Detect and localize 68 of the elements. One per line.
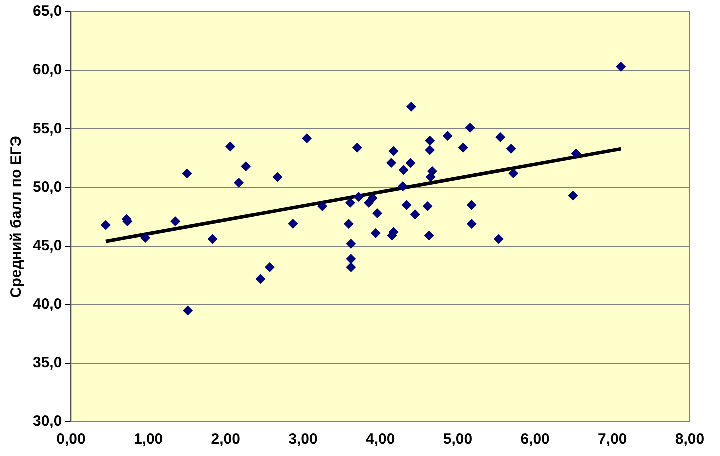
y-tick-label: 45,0 <box>32 237 62 254</box>
y-tick-label: 50,0 <box>32 178 62 196</box>
point <box>426 172 436 182</box>
y-axis-title: Средний балл по ЕГЭ <box>8 136 26 298</box>
x-tick-label: 0,00 <box>56 431 86 448</box>
point <box>226 142 236 152</box>
point <box>406 102 417 112</box>
point <box>616 62 626 72</box>
point <box>494 234 504 244</box>
y-tick-label: 35,0 <box>32 354 62 372</box>
point <box>182 306 193 316</box>
point <box>458 142 468 153</box>
point <box>346 238 356 249</box>
x-tick-label: 2,00 <box>211 431 240 448</box>
point <box>272 172 283 182</box>
point <box>388 146 399 156</box>
y-tick-label: 55,0 <box>32 120 62 138</box>
point <box>398 165 409 176</box>
point <box>234 178 244 188</box>
point <box>354 192 364 202</box>
y-tick-label: 60,0 <box>32 62 62 79</box>
point <box>140 233 150 244</box>
point <box>241 162 252 172</box>
point <box>406 158 416 168</box>
point <box>256 274 266 284</box>
point <box>372 208 383 218</box>
point <box>182 168 192 179</box>
x-tick-label: 8,00 <box>675 431 705 448</box>
point <box>508 168 519 179</box>
point <box>264 262 275 272</box>
point <box>302 134 312 144</box>
point <box>386 158 396 168</box>
point <box>466 219 477 230</box>
point <box>346 262 356 272</box>
point <box>425 145 436 156</box>
x-tick-label: 6,00 <box>520 431 550 448</box>
y-tick-label: 30,0 <box>32 413 62 430</box>
point <box>465 122 476 133</box>
point <box>170 216 181 227</box>
point <box>101 220 111 230</box>
point <box>410 210 420 220</box>
point <box>402 200 412 210</box>
x-tick-label: 5,00 <box>443 431 473 448</box>
point <box>370 228 381 238</box>
point <box>568 190 578 201</box>
x-tick-label: 4,00 <box>366 431 396 448</box>
point <box>495 132 506 142</box>
y-tick-label: 65,0 <box>32 3 62 20</box>
point <box>571 148 582 159</box>
point <box>345 198 356 208</box>
x-tick-label: 1,00 <box>134 431 164 448</box>
point <box>506 144 516 154</box>
point <box>208 234 218 244</box>
point <box>425 136 436 146</box>
x-tick-label: 3,00 <box>288 431 318 448</box>
point <box>424 230 434 241</box>
point <box>466 200 477 210</box>
point <box>318 201 328 212</box>
point <box>422 201 433 212</box>
point <box>288 219 298 230</box>
point <box>346 254 356 264</box>
point <box>344 219 354 230</box>
point <box>368 193 378 204</box>
y-tick-label: 40,0 <box>32 296 62 313</box>
point <box>398 182 408 192</box>
x-tick-label: 7,00 <box>598 431 628 448</box>
point <box>352 142 362 153</box>
point <box>442 131 453 142</box>
